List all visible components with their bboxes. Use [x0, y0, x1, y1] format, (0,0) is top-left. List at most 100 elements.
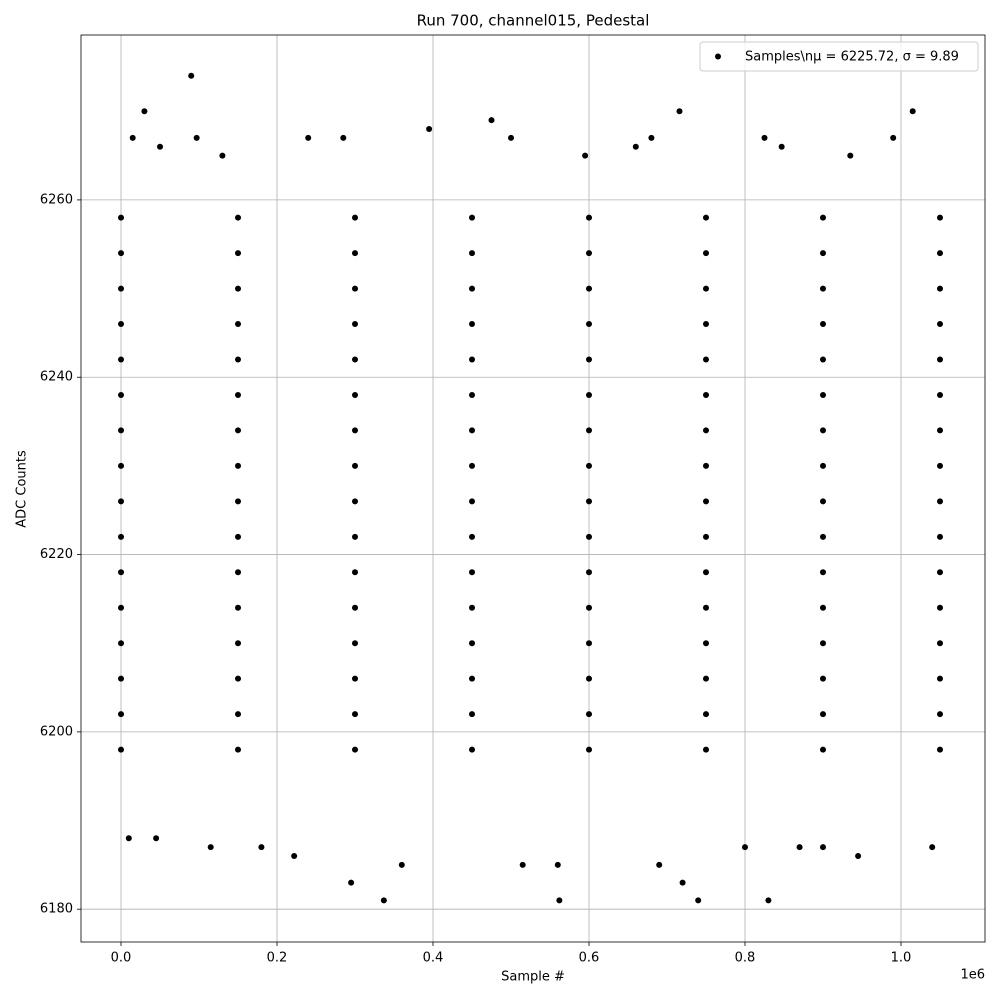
point — [819, 746, 826, 753]
point — [352, 640, 359, 647]
point — [586, 214, 593, 221]
point — [703, 711, 710, 718]
point — [909, 108, 916, 115]
point — [118, 285, 125, 292]
point — [125, 835, 132, 842]
point — [118, 711, 125, 718]
point — [819, 604, 826, 611]
point — [819, 569, 826, 576]
point — [554, 861, 561, 868]
point — [586, 391, 593, 398]
point — [819, 675, 826, 682]
point — [586, 250, 593, 257]
point — [352, 214, 359, 221]
point — [703, 498, 710, 505]
point — [676, 108, 683, 115]
point — [118, 640, 125, 647]
point — [819, 462, 826, 469]
point — [118, 604, 125, 611]
point — [936, 321, 943, 328]
point — [855, 852, 862, 859]
point — [819, 250, 826, 257]
x-axis-label: Sample # — [501, 970, 565, 985]
point — [586, 462, 593, 469]
point — [936, 569, 943, 576]
point — [695, 897, 702, 904]
point — [235, 533, 242, 540]
point — [586, 746, 593, 753]
point — [819, 427, 826, 434]
point — [207, 844, 214, 851]
legend-label: Samples\nμ = 6225.72, σ = 9.89 — [745, 50, 959, 65]
point — [153, 835, 160, 842]
point — [469, 569, 476, 576]
point — [703, 746, 710, 753]
point — [819, 321, 826, 328]
point — [936, 533, 943, 540]
point — [586, 711, 593, 718]
point — [469, 356, 476, 363]
x-tick-label: 0.8 — [735, 951, 756, 966]
point — [819, 214, 826, 221]
point — [703, 356, 710, 363]
point — [679, 879, 686, 886]
point — [352, 285, 359, 292]
point — [469, 321, 476, 328]
point — [235, 391, 242, 398]
point — [118, 498, 125, 505]
point — [469, 711, 476, 718]
point — [352, 498, 359, 505]
x-tick-label: 1.0 — [891, 951, 912, 966]
point — [819, 711, 826, 718]
point — [235, 321, 242, 328]
point — [235, 427, 242, 434]
point — [936, 462, 943, 469]
point — [519, 861, 526, 868]
point — [352, 533, 359, 540]
point — [469, 391, 476, 398]
point — [352, 427, 359, 434]
point — [118, 391, 125, 398]
point — [819, 356, 826, 363]
point — [157, 143, 164, 150]
point — [586, 427, 593, 434]
x-tick-label: 0.2 — [267, 951, 288, 966]
point — [352, 250, 359, 257]
point — [469, 675, 476, 682]
y-tick-label: 6240 — [40, 370, 73, 385]
point — [469, 250, 476, 257]
point — [235, 214, 242, 221]
grid: 0.0 0.2 0.4 0.6 0.8 1.0 6180 6200 6220 6240 6260 — [40, 35, 985, 966]
point — [936, 640, 943, 647]
point — [291, 852, 298, 859]
point — [193, 134, 200, 141]
point — [235, 498, 242, 505]
point — [352, 746, 359, 753]
point — [819, 844, 826, 851]
y-axis-label: ADC Counts — [15, 450, 30, 528]
point — [235, 640, 242, 647]
point — [235, 746, 242, 753]
plot-frame — [80, 34, 986, 943]
point — [936, 391, 943, 398]
y-tick-label: 6260 — [40, 192, 73, 207]
point — [508, 134, 515, 141]
point — [703, 427, 710, 434]
point — [586, 321, 593, 328]
point — [703, 640, 710, 647]
point — [380, 897, 387, 904]
y-tick-label: 6200 — [40, 724, 73, 739]
point — [469, 498, 476, 505]
point — [819, 285, 826, 292]
point — [765, 897, 772, 904]
point — [352, 604, 359, 611]
point — [118, 427, 125, 434]
point — [703, 321, 710, 328]
point — [258, 844, 265, 851]
point — [703, 462, 710, 469]
chart-title: Run 700, channel015, Pedestal — [417, 12, 650, 30]
point — [118, 675, 125, 682]
point — [352, 675, 359, 682]
point — [586, 675, 593, 682]
y-tick-label: 6180 — [40, 902, 73, 917]
